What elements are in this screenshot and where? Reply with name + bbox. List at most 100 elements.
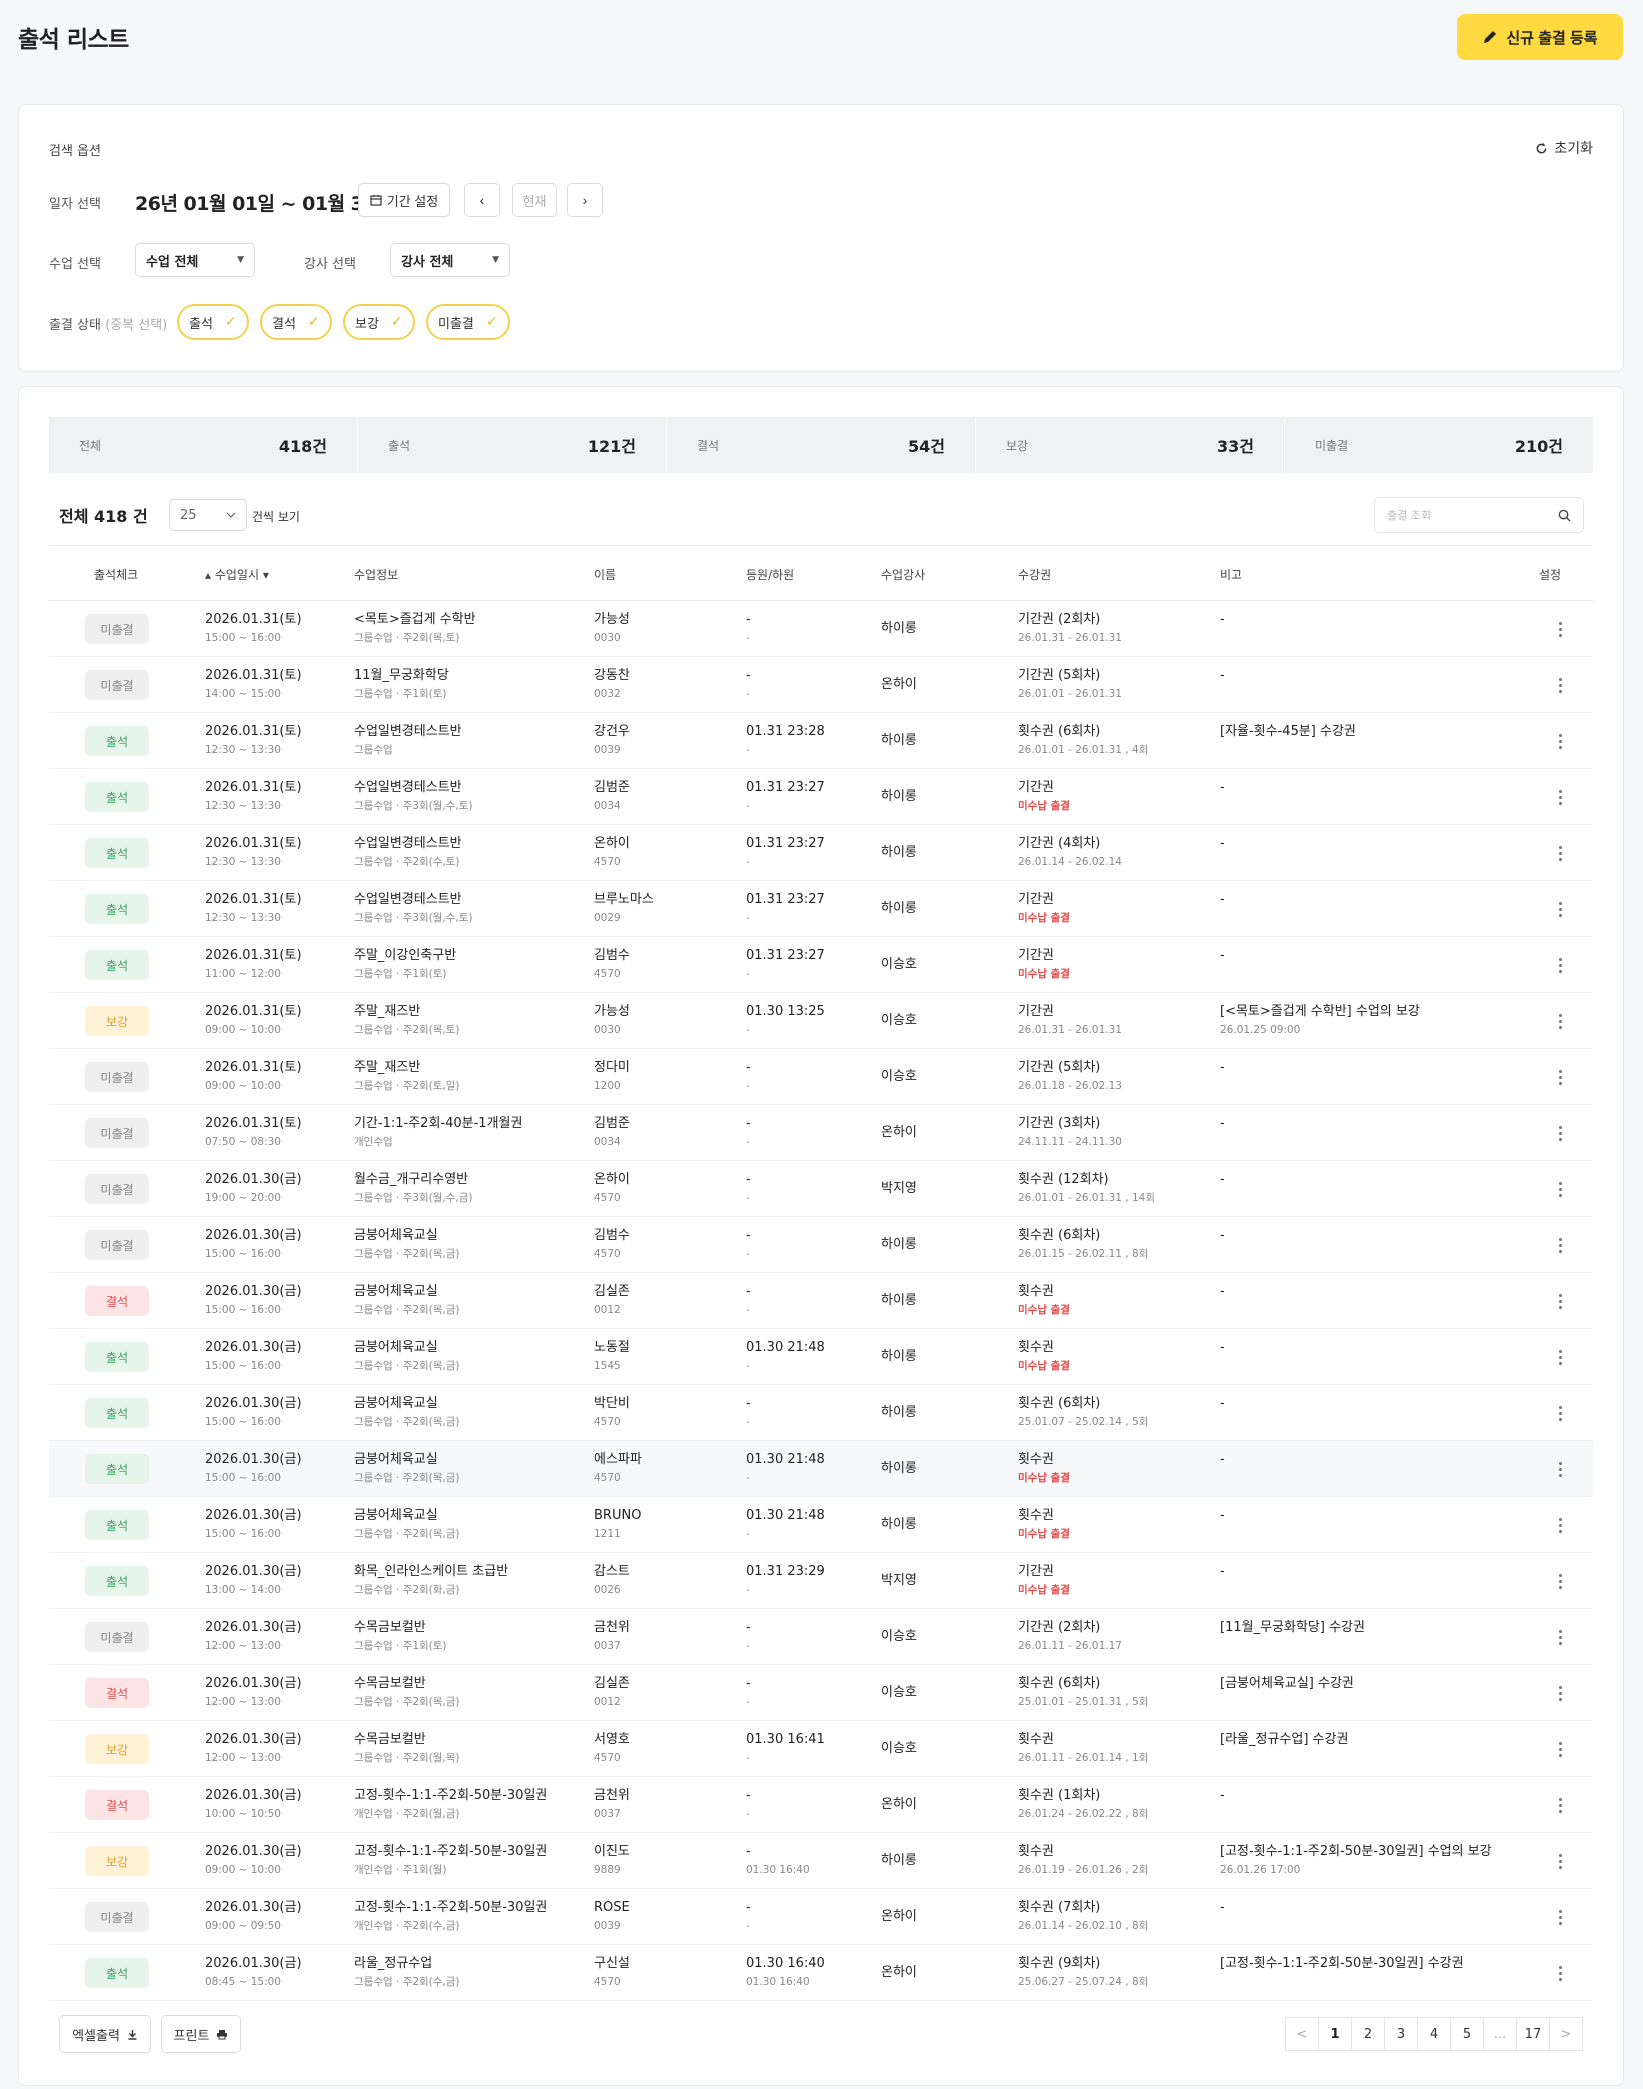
more-options-icon[interactable] — [1552, 1681, 1568, 1705]
student-text: BRUNO — [594, 1508, 642, 1523]
status-chip-makeup[interactable]: 보강 ✓ — [343, 304, 415, 340]
search-icon[interactable] — [1558, 509, 1571, 522]
status-chip-unchecked[interactable]: 미출결 ✓ — [426, 304, 510, 340]
check-in-out-text: - — [746, 1676, 751, 1691]
attendance-status-badge[interactable]: 보강 — [85, 1006, 149, 1036]
class-info-subtext: 그룹수업 · 주3회(월,수,토) — [354, 912, 473, 924]
status-chip-absent[interactable]: 결석 ✓ — [260, 304, 332, 340]
attendance-status-badge[interactable]: 미출결 — [85, 1062, 149, 1092]
more-options-icon[interactable] — [1552, 729, 1568, 753]
attendance-status-badge[interactable]: 출석 — [85, 838, 149, 868]
attendance-status-badge[interactable]: 미출결 — [85, 1902, 149, 1932]
attendance-status-badge[interactable]: 출석 — [85, 1454, 149, 1484]
class-datetime-cell: 2026.01.30(금) 19:00 ~ 20:00 — [205, 1172, 302, 1205]
page-button[interactable]: 5 — [1450, 2017, 1484, 2051]
attendance-status-badge[interactable]: 출석 — [85, 782, 149, 812]
table-row: 출석 2026.01.31(토) 12:30 ~ 13:30 수업일변경테스트반 그룹수… — [49, 713, 1593, 769]
more-options-icon[interactable] — [1552, 1121, 1568, 1145]
attendance-status-badge[interactable]: 출석 — [85, 1398, 149, 1428]
prev-page-button[interactable]: < — [1285, 2017, 1319, 2051]
class-info-subtext: 그룹수업 · 주2회(수,토) — [354, 856, 460, 868]
attendance-status-badge[interactable]: 미출결 — [85, 1174, 149, 1204]
teacher-cell: 하이롱 — [881, 1405, 917, 1420]
more-options-icon[interactable] — [1552, 1737, 1568, 1761]
class-info-cell: 수업일변경테스트반 그룹수업 — [354, 724, 462, 757]
attendance-status-badge[interactable]: 출석 — [85, 1958, 149, 1988]
more-options-icon[interactable] — [1552, 785, 1568, 809]
attendance-status-badge[interactable]: 출석 — [85, 1510, 149, 1540]
more-options-icon[interactable] — [1552, 1961, 1568, 1985]
more-options-icon[interactable] — [1552, 1177, 1568, 1201]
attendance-search-input[interactable] — [1387, 508, 1537, 522]
check-in-out-subtext: - — [746, 1584, 750, 1596]
class-datetime-cell: 2026.01.30(금) 13:00 ~ 14:00 — [205, 1564, 302, 1597]
attendance-status-badge[interactable]: 미출결 — [85, 1622, 149, 1652]
more-options-icon[interactable] — [1552, 617, 1568, 641]
column-header: 수업정보 — [354, 568, 399, 582]
class-info-subtext: 그룹수업 · 주2회(화,금) — [354, 1584, 460, 1596]
class-datetime-text: 2026.01.30(금) — [205, 1396, 302, 1411]
excel-export-button[interactable]: 엑셀출력 — [59, 2015, 151, 2053]
attendance-status-badge[interactable]: 미출결 — [85, 1118, 149, 1148]
more-options-icon[interactable] — [1552, 1625, 1568, 1649]
page-button[interactable]: 1 — [1318, 2017, 1352, 2051]
more-options-icon[interactable] — [1552, 1401, 1568, 1425]
attendance-status-badge[interactable]: 결석 — [85, 1286, 149, 1316]
attendance-status-badge[interactable]: 출석 — [85, 1342, 149, 1372]
more-options-icon[interactable] — [1552, 1289, 1568, 1313]
more-options-icon[interactable] — [1552, 1513, 1568, 1537]
more-options-icon[interactable] — [1552, 1065, 1568, 1089]
more-options-icon[interactable] — [1552, 1345, 1568, 1369]
attendance-status-badge[interactable]: 보강 — [85, 1734, 149, 1764]
print-button[interactable]: 프린트 — [161, 2015, 241, 2053]
page-size-select[interactable]: 25 — [169, 499, 247, 531]
table-row: 출석 2026.01.31(토) 11:00 ~ 12:00 주말_이강인축구반 그룹수… — [49, 937, 1593, 993]
next-page-button[interactable]: > — [1549, 2017, 1583, 2051]
more-options-icon[interactable] — [1552, 897, 1568, 921]
more-options-icon[interactable] — [1552, 841, 1568, 865]
current-month-button[interactable]: 현재 — [512, 183, 557, 217]
period-setting-button[interactable]: 기간 설정 — [358, 183, 450, 217]
more-options-icon[interactable] — [1552, 1233, 1568, 1257]
attendance-status-badge[interactable]: 출석 — [85, 726, 149, 756]
page-button[interactable]: 3 — [1384, 2017, 1418, 2051]
class-info-text: 수업일변경테스트반 — [354, 892, 462, 907]
class-select[interactable]: 수업 전체 ▼ — [135, 243, 255, 277]
next-month-button[interactable]: › — [567, 183, 603, 217]
attendance-status-badge[interactable]: 결석 — [85, 1678, 149, 1708]
more-options-icon[interactable] — [1552, 1849, 1568, 1873]
prev-month-button[interactable]: ‹ — [464, 183, 500, 217]
ticket-subtext: 미수납 출결 — [1018, 1528, 1070, 1540]
attendance-status-badge[interactable]: 결석 — [85, 1790, 149, 1820]
more-options-icon[interactable] — [1552, 673, 1568, 697]
page-button[interactable]: 4 — [1417, 2017, 1451, 2051]
attendance-status-badge[interactable]: 출석 — [85, 1566, 149, 1596]
attendance-status-badge[interactable]: 미출결 — [85, 614, 149, 644]
more-options-icon[interactable] — [1552, 1905, 1568, 1929]
attendance-status-badge[interactable]: 출석 — [85, 894, 149, 924]
more-options-icon[interactable] — [1552, 1457, 1568, 1481]
teacher-select[interactable]: 강사 전체 ▼ — [390, 243, 510, 277]
status-chip-present[interactable]: 출석 ✓ — [177, 304, 249, 340]
attendance-status-badge[interactable]: 미출결 — [85, 670, 149, 700]
attendance-status-badge[interactable]: 출석 — [85, 950, 149, 980]
column-header-sortable[interactable]: ▴ 수업일시 ▾ — [205, 568, 269, 582]
more-options-icon[interactable] — [1552, 1569, 1568, 1593]
more-options-icon[interactable] — [1552, 953, 1568, 977]
more-options-icon[interactable] — [1552, 1009, 1568, 1033]
more-options-icon[interactable] — [1552, 1793, 1568, 1817]
page-button[interactable]: 17 — [1516, 2017, 1550, 2051]
class-info-cell: 수업일변경테스트반 그룹수업 · 주3회(월,수,토) — [354, 780, 473, 813]
check-in-out-subtext: - — [746, 688, 750, 700]
class-info-cell: 주말_이강인축구반 그룹수업 · 주1회(토) — [354, 948, 456, 981]
teacher-select-value: 강사 전체 — [401, 254, 454, 270]
reset-button[interactable]: 초기화 — [1535, 138, 1593, 158]
note-text: - — [1220, 1172, 1225, 1187]
pencil-icon — [1484, 31, 1497, 43]
new-attendance-button[interactable]: 신규 출결 등록 — [1457, 14, 1623, 60]
attendance-status-badge[interactable]: 미출결 — [85, 1230, 149, 1260]
note-cell: [11월_무궁화학당] 수강권 — [1220, 1620, 1365, 1636]
attendance-table: 출석체크 ▴ 수업일시 ▾ 수업정보 이름 등원/하원 수업강사 수강권 비고 … — [49, 545, 1593, 2001]
attendance-status-badge[interactable]: 보강 — [85, 1846, 149, 1876]
page-button[interactable]: 2 — [1351, 2017, 1385, 2051]
